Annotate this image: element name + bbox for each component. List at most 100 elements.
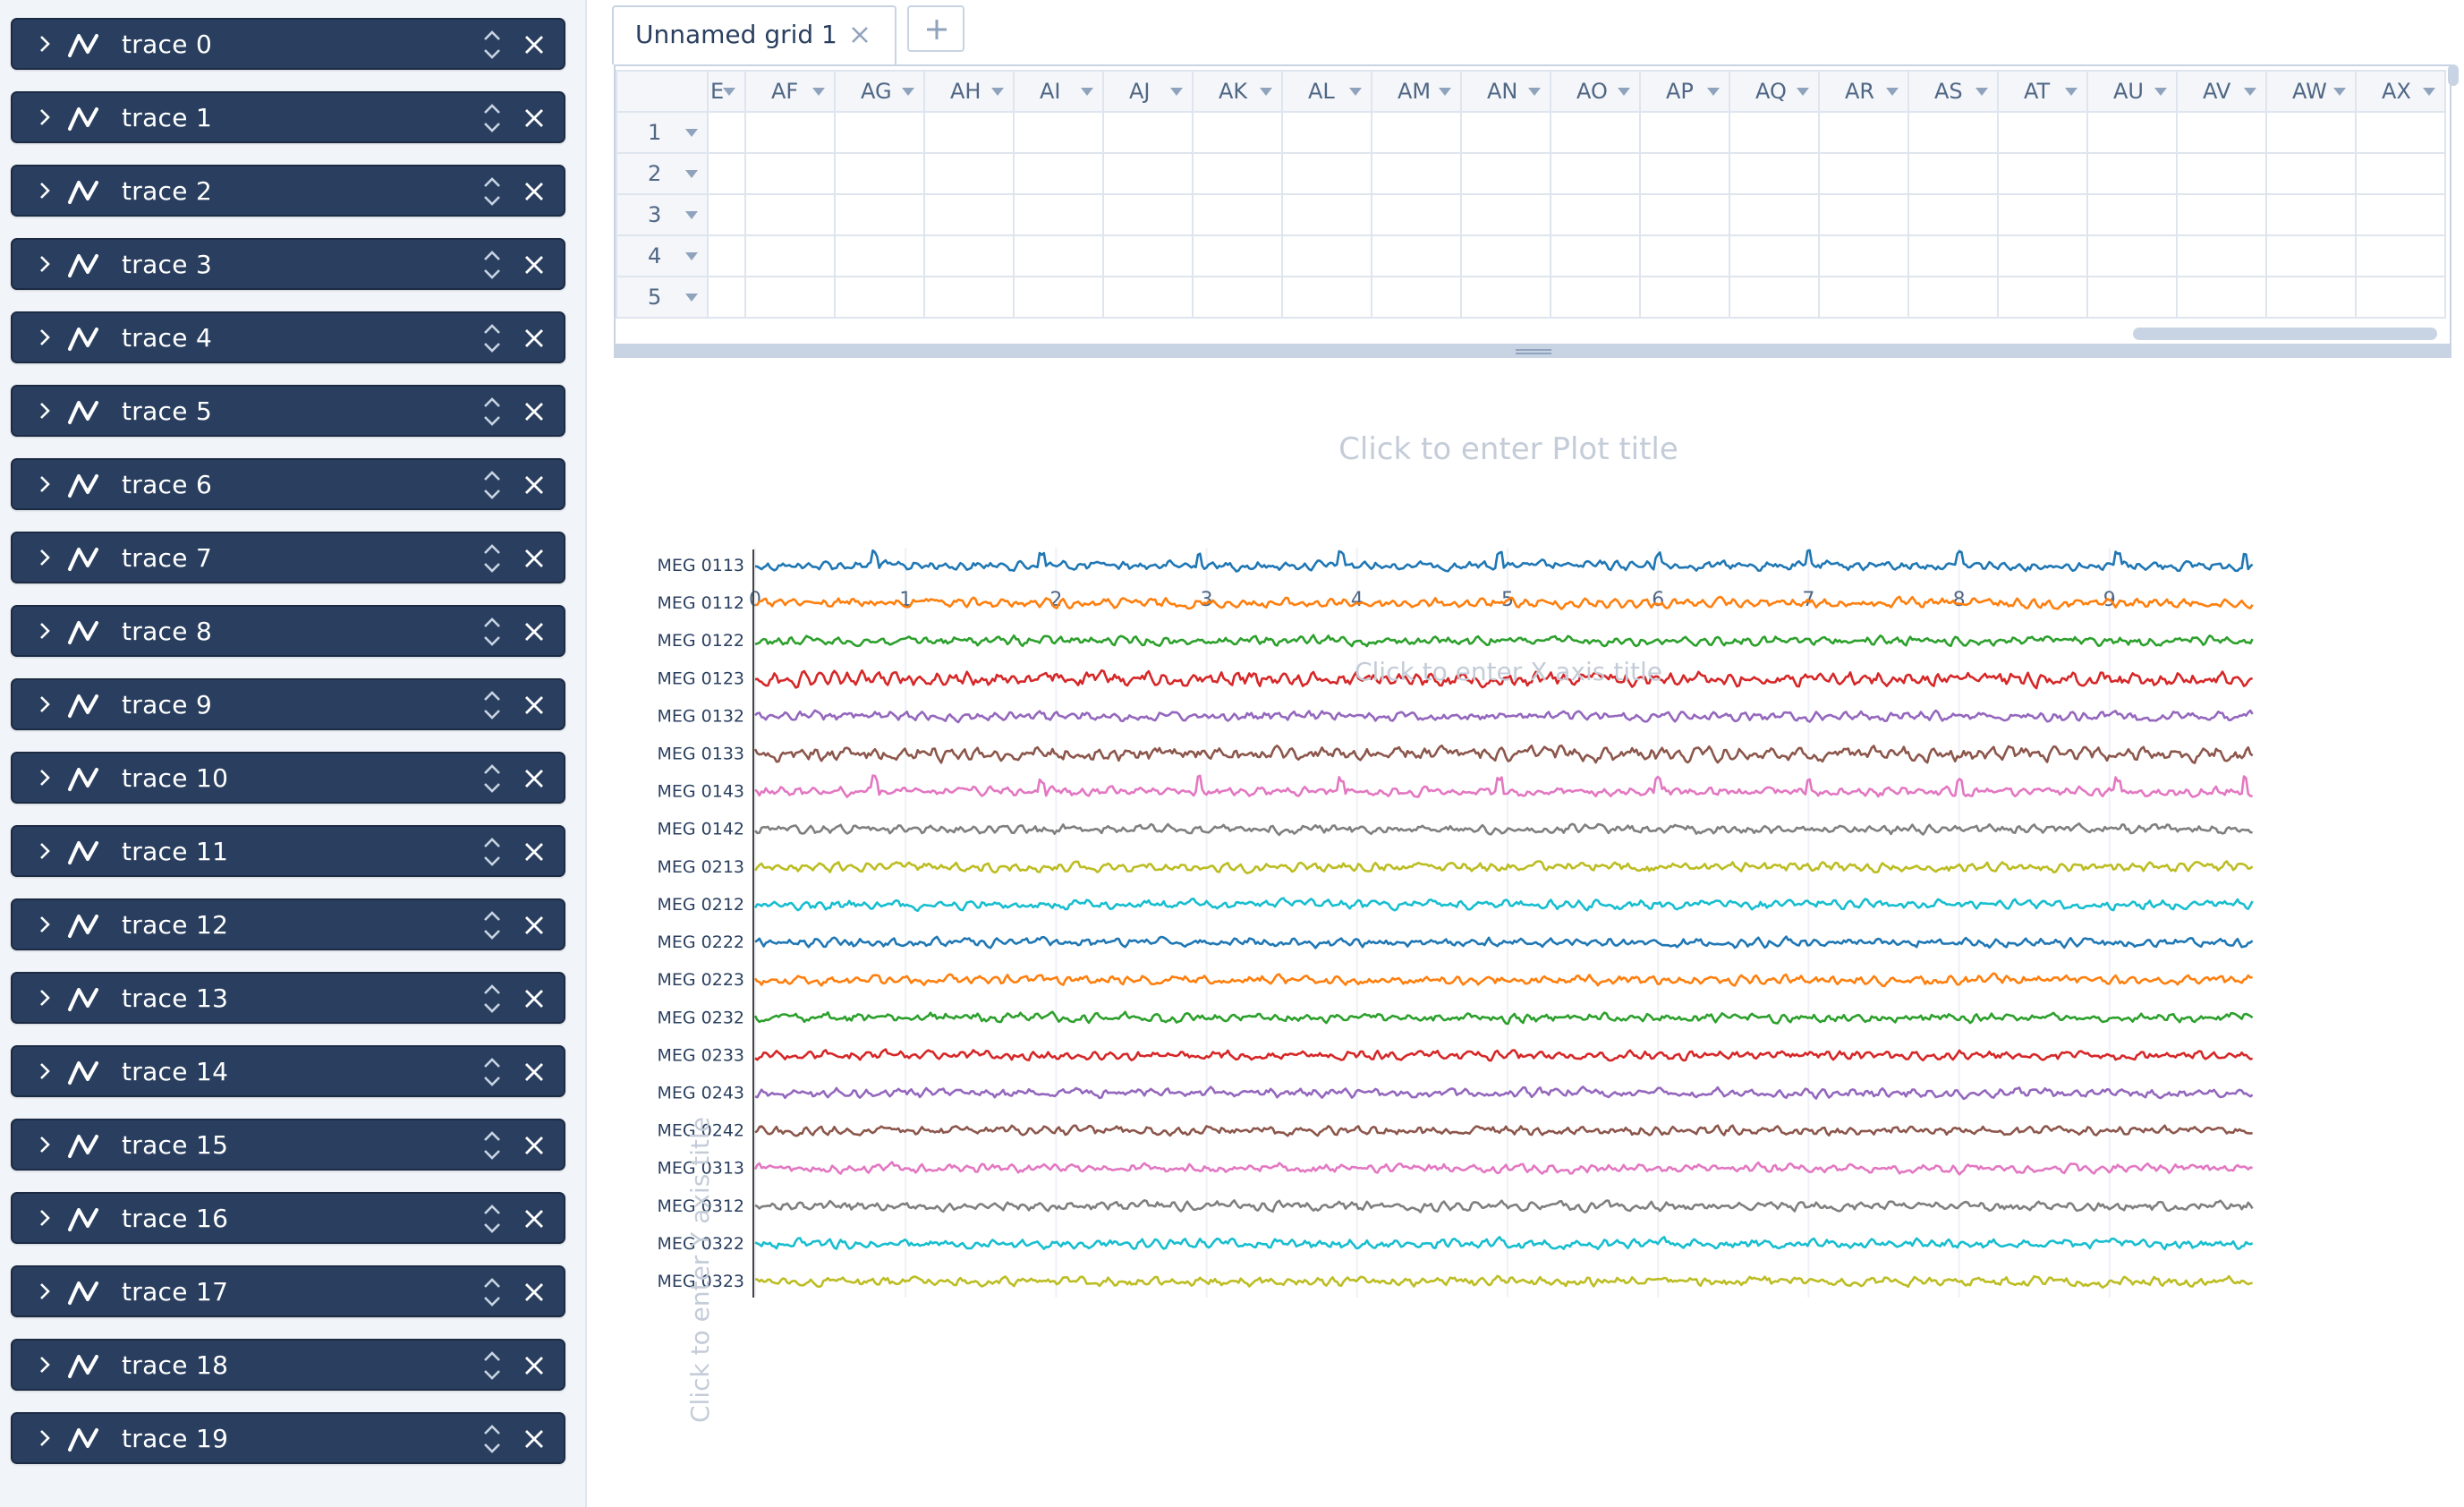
grid-cell[interactable] [2265, 234, 2357, 277]
series-line[interactable] [754, 1048, 2253, 1062]
grid-cell[interactable] [1639, 234, 1730, 277]
reorder-icon[interactable] [480, 465, 505, 505]
grid-cell[interactable] [2355, 152, 2446, 195]
trace-item-7[interactable]: trace 7 [11, 532, 565, 583]
grid-cell[interactable] [1460, 193, 1551, 236]
column-dropdown-icon[interactable] [1975, 88, 1988, 96]
chevron-right-icon[interactable] [34, 1060, 55, 1082]
trace-item-2[interactable]: trace 2 [11, 165, 565, 217]
delete-trace-icon[interactable] [523, 987, 546, 1010]
grid-cell[interactable] [2176, 111, 2267, 154]
column-header-am[interactable]: AM [1371, 70, 1462, 113]
grid-cell[interactable] [2086, 152, 2178, 195]
grid-cell[interactable] [2176, 234, 2267, 277]
reorder-icon[interactable] [480, 906, 505, 945]
grid-cell[interactable] [2086, 234, 2178, 277]
chevron-right-icon[interactable] [34, 840, 55, 862]
column-header-aj[interactable]: AJ [1102, 70, 1194, 113]
column-header-ah[interactable]: AH [923, 70, 1015, 113]
column-dropdown-icon[interactable] [902, 88, 914, 96]
grid-cell[interactable] [1997, 234, 2088, 277]
chevron-right-icon[interactable] [34, 620, 55, 642]
grid-cell[interactable] [2355, 193, 2446, 236]
reorder-icon[interactable] [480, 25, 505, 64]
grid-cell[interactable] [1997, 193, 2088, 236]
column-header-an[interactable]: AN [1460, 70, 1551, 113]
grid-cell[interactable] [1997, 152, 2088, 195]
grid-cell[interactable] [707, 276, 746, 319]
grid-cell[interactable] [1281, 193, 1372, 236]
grid-cell[interactable] [1729, 234, 1820, 277]
column-header-at[interactable]: AT [1997, 70, 2088, 113]
grid-cell[interactable] [1371, 276, 1462, 319]
row-header[interactable]: 4 [616, 234, 709, 277]
trace-item-19[interactable]: trace 19 [11, 1412, 565, 1464]
series-line[interactable] [753, 860, 2254, 875]
reorder-icon[interactable] [480, 612, 505, 651]
row-header[interactable]: 1 [616, 111, 709, 154]
grid-cell[interactable] [744, 234, 836, 277]
grid-cell[interactable] [1102, 234, 1194, 277]
grid-cell[interactable] [744, 111, 836, 154]
column-header-ap[interactable]: AP [1639, 70, 1730, 113]
grid-cell[interactable] [1907, 276, 1999, 319]
column-dropdown-icon[interactable] [1886, 88, 1899, 96]
plot-area[interactable]: 0 1 2 3 4 5 6 7 8 9 MEG 0113 MEG 0112 MEG 0122 MEG 01… [614, 358, 2451, 1507]
reorder-icon[interactable] [480, 979, 505, 1018]
grid-cell[interactable] [2176, 193, 2267, 236]
grid-cell[interactable] [923, 234, 1015, 277]
column-dropdown-icon[interactable] [1528, 88, 1541, 96]
series-line[interactable] [754, 668, 2253, 690]
grid-cell[interactable] [1192, 234, 1283, 277]
delete-trace-icon[interactable] [523, 180, 546, 203]
chevron-right-icon[interactable] [34, 694, 55, 715]
series-line[interactable] [753, 1161, 2253, 1176]
delete-trace-icon[interactable] [523, 106, 546, 130]
series-line[interactable] [753, 897, 2254, 913]
chevron-right-icon[interactable] [34, 1427, 55, 1449]
series-line[interactable] [754, 549, 2254, 573]
grid-cell[interactable] [1550, 276, 1641, 319]
delete-trace-icon[interactable] [523, 840, 546, 864]
grid-cell[interactable] [1639, 193, 1730, 236]
row-header[interactable]: 5 [616, 276, 709, 319]
chevron-right-icon[interactable] [34, 400, 55, 421]
reorder-icon[interactable] [480, 539, 505, 578]
delete-trace-icon[interactable] [523, 914, 546, 937]
trace-item-14[interactable]: trace 14 [11, 1045, 565, 1097]
series-line[interactable] [754, 634, 2254, 648]
grid-cell[interactable] [1907, 193, 1999, 236]
grid-cell[interactable] [2265, 111, 2357, 154]
chevron-right-icon[interactable] [34, 253, 55, 275]
delete-trace-icon[interactable] [523, 1427, 546, 1451]
grid-cell[interactable] [1818, 152, 1909, 195]
row-header[interactable]: 3 [616, 193, 709, 236]
series-line[interactable] [754, 1236, 2254, 1251]
grid-cell[interactable] [1729, 193, 1820, 236]
grid-cell[interactable] [1818, 276, 1909, 319]
column-dropdown-icon[interactable] [1260, 88, 1272, 96]
column-dropdown-icon[interactable] [1349, 88, 1362, 96]
trace-item-10[interactable]: trace 10 [11, 752, 565, 804]
grid-cell[interactable] [1371, 193, 1462, 236]
trace-item-12[interactable]: trace 12 [11, 898, 565, 950]
column-header-ai[interactable]: AI [1013, 70, 1104, 113]
series-line[interactable] [754, 1124, 2253, 1137]
grid-cell[interactable] [1907, 152, 1999, 195]
reorder-icon[interactable] [480, 1273, 505, 1312]
chevron-right-icon[interactable] [34, 180, 55, 201]
grid-cell[interactable] [1371, 152, 1462, 195]
grid-cell[interactable] [1460, 234, 1551, 277]
x-axis-title-placeholder[interactable]: Click to enter X axis title [1354, 657, 1663, 686]
delete-trace-icon[interactable] [523, 1207, 546, 1230]
chevron-right-icon[interactable] [34, 106, 55, 128]
series-line[interactable] [754, 1199, 2254, 1214]
column-dropdown-icon[interactable] [1170, 88, 1183, 96]
grid-cell[interactable] [834, 152, 925, 195]
close-icon[interactable] [850, 25, 870, 45]
chevron-right-icon[interactable] [34, 987, 55, 1009]
reorder-icon[interactable] [480, 832, 505, 872]
reorder-icon[interactable] [480, 685, 505, 725]
tab-unnamed-grid-1[interactable]: Unnamed grid 1 [612, 5, 896, 64]
trace-item-1[interactable]: trace 1 [11, 91, 565, 143]
